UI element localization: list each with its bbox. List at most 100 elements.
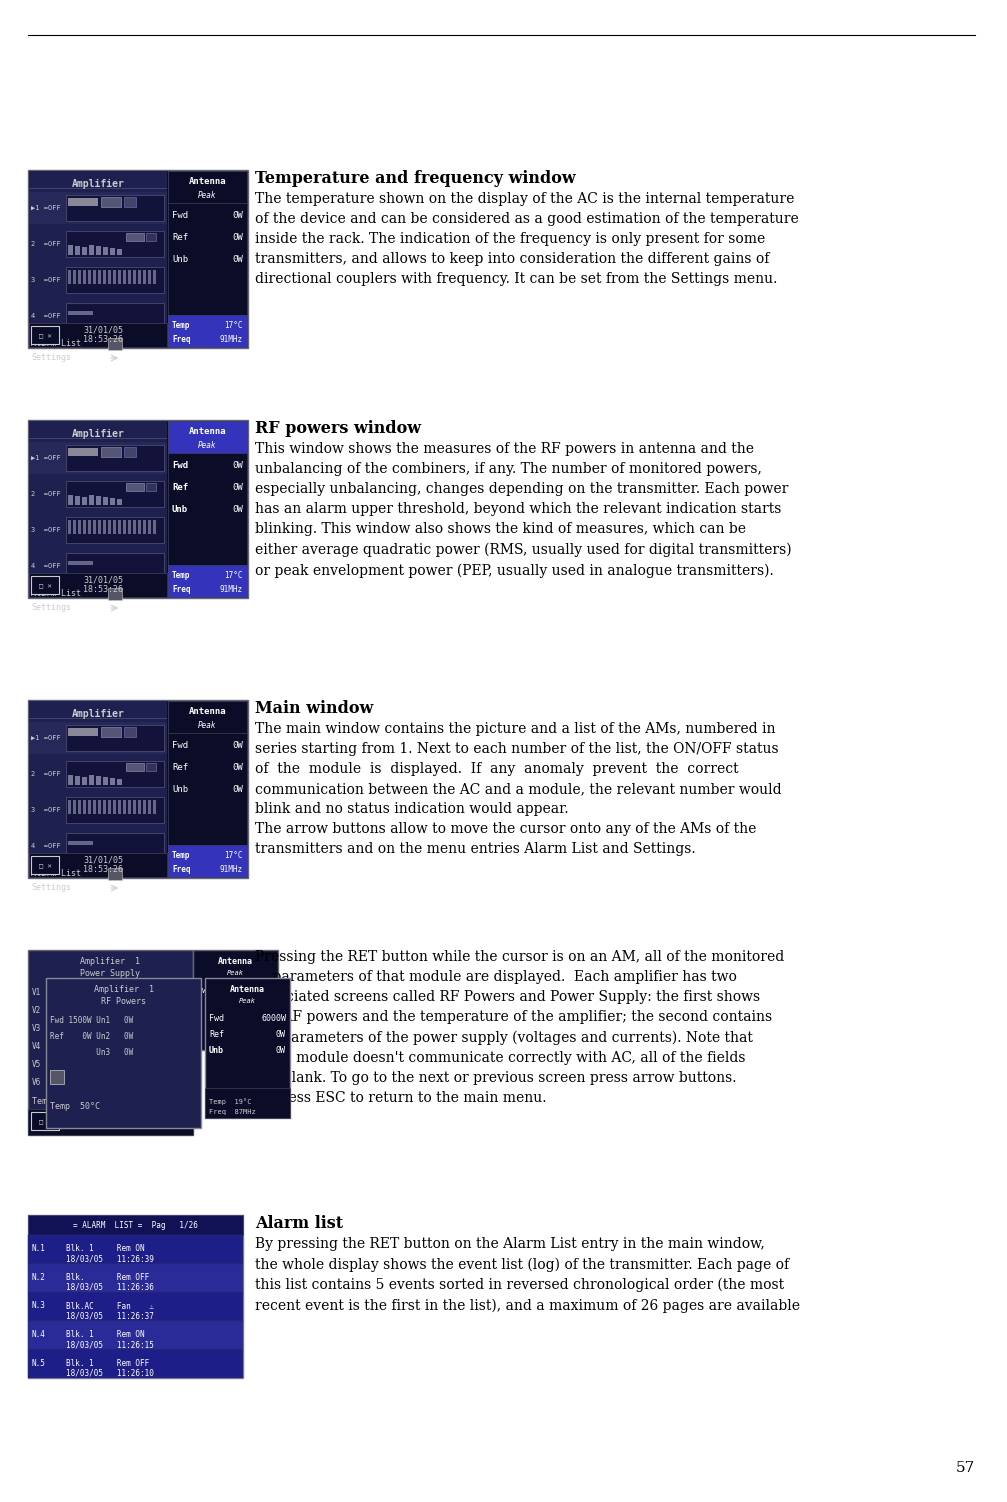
Bar — [124, 448, 136, 457]
Text: 4  =OFF: 4 =OFF — [31, 312, 60, 318]
Text: Ref: Ref — [209, 1030, 224, 1039]
Text: 0W: 0W — [233, 254, 243, 263]
Bar — [93, 801, 96, 814]
Bar — [96, 496, 101, 505]
Text: 18/03/05   11:26:39: 18/03/05 11:26:39 — [66, 1254, 154, 1263]
Bar — [28, 1215, 243, 1235]
Text: Fwd: Fwd — [197, 985, 212, 994]
Text: N.3: N.3 — [32, 1302, 46, 1311]
Bar — [143, 520, 146, 535]
Bar — [96, 246, 101, 255]
Bar — [75, 246, 80, 255]
Text: V3: V3 — [32, 1024, 41, 1033]
Text: 50.0V I1 10.0A: 50.0V I1 10.0A — [48, 988, 113, 997]
Text: 4  =OFF: 4 =OFF — [31, 563, 60, 569]
Text: Power Supply: Power Supply — [81, 969, 141, 978]
Bar — [110, 248, 115, 255]
Text: 0W: 0W — [233, 461, 243, 470]
Bar — [78, 520, 81, 535]
Bar — [31, 856, 59, 874]
Bar — [148, 801, 151, 814]
Text: Fwd: Fwd — [172, 210, 188, 219]
Text: 0W: 0W — [233, 784, 243, 793]
Bar — [205, 978, 290, 1117]
Text: The main window contains the picture and a list of the AMs, numbered in
series s: The main window contains the picture and… — [255, 722, 781, 856]
Bar — [66, 445, 164, 472]
Bar — [68, 198, 98, 206]
Bar — [108, 801, 111, 814]
Bar — [193, 949, 278, 1050]
Text: 2  =OFF: 2 =OFF — [31, 491, 60, 497]
Bar — [123, 270, 126, 284]
Bar — [68, 520, 71, 535]
Text: 0W: 0W — [233, 233, 243, 242]
Bar — [133, 801, 136, 814]
Bar — [148, 270, 151, 284]
Bar — [103, 777, 108, 786]
Bar — [108, 587, 122, 599]
Bar — [28, 1292, 243, 1320]
Text: Peak: Peak — [198, 191, 217, 200]
Bar — [168, 171, 247, 203]
Bar — [29, 171, 167, 347]
Text: Antenna: Antenna — [230, 985, 265, 994]
Bar — [117, 249, 122, 255]
Bar — [98, 801, 101, 814]
Bar — [124, 727, 136, 737]
Bar — [29, 228, 167, 260]
Text: Freq  87MHz: Freq 87MHz — [209, 1108, 256, 1114]
Text: Amplifier: Amplifier — [71, 709, 125, 719]
Text: Temp: Temp — [172, 320, 190, 329]
Bar — [143, 801, 146, 814]
Bar — [66, 834, 164, 859]
Text: 50.0V I2 10.0A: 50.0V I2 10.0A — [48, 1006, 113, 1015]
Text: Fwd 1500W Un1   0W: Fwd 1500W Un1 0W — [50, 1015, 133, 1024]
Text: Temp: Temp — [172, 850, 190, 859]
Bar — [103, 801, 106, 814]
Text: Temperature and frequency window: Temperature and frequency window — [255, 170, 576, 188]
Bar — [98, 520, 101, 535]
Bar — [103, 520, 106, 535]
Bar — [29, 323, 167, 347]
Bar — [28, 1349, 243, 1377]
Bar — [103, 270, 106, 284]
Bar — [143, 270, 146, 284]
Bar — [83, 801, 86, 814]
Text: Alarm List: Alarm List — [31, 870, 81, 879]
Bar — [168, 701, 247, 877]
Bar — [66, 517, 164, 544]
Bar — [123, 801, 126, 814]
Bar — [108, 338, 122, 350]
Text: Temp  50°C: Temp 50°C — [32, 1096, 82, 1105]
Bar — [66, 762, 164, 787]
Bar — [82, 497, 87, 505]
Bar — [138, 520, 141, 535]
Text: 31/01/05: 31/01/05 — [83, 326, 123, 335]
Text: Amplifier  1: Amplifier 1 — [94, 985, 153, 994]
Text: Unb: Unb — [172, 254, 188, 263]
Bar — [110, 778, 115, 786]
Text: This window shows the measures of the RF powers in antenna and the
unbalancing o: This window shows the measures of the RF… — [255, 442, 792, 577]
Text: 2  =OFF: 2 =OFF — [31, 240, 60, 246]
Bar — [68, 801, 71, 814]
Text: 18:53:26: 18:53:26 — [83, 586, 123, 595]
Bar — [28, 170, 248, 348]
Bar — [89, 775, 94, 786]
Bar — [124, 197, 136, 207]
Text: Peak: Peak — [239, 997, 256, 1003]
Text: Unb: Unb — [209, 1045, 224, 1054]
Bar — [128, 520, 131, 535]
Text: Alarm List: Alarm List — [31, 589, 81, 598]
Bar — [168, 315, 247, 347]
Text: N.4: N.4 — [32, 1331, 46, 1340]
Text: 0W: 0W — [233, 740, 243, 749]
Bar — [66, 267, 164, 293]
Text: Antenna: Antenna — [188, 177, 227, 186]
Bar — [75, 496, 80, 505]
Bar — [168, 701, 247, 733]
Bar — [68, 728, 98, 736]
Bar — [89, 496, 94, 505]
Bar — [126, 763, 144, 771]
Text: Alarm List: Alarm List — [31, 339, 81, 348]
Text: Pressing the RET button while the cursor is on an AM, all of the monitored
    p: Pressing the RET button while the cursor… — [255, 949, 784, 1105]
